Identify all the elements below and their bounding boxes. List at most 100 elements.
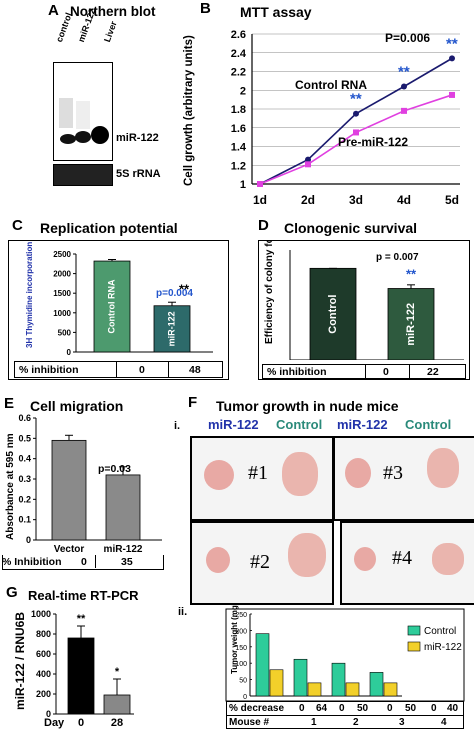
chartE-bar — [51, 439, 87, 541]
chart-f-ytick: 250 — [235, 612, 247, 619]
chartC-ytick: 2000 — [53, 270, 71, 279]
table-c-divider2 — [168, 362, 169, 377]
f-col-ctrl-2: Control — [405, 417, 452, 432]
chart-g-sig1: ** — [77, 613, 86, 625]
f-col-mir-2: miR-122 — [337, 417, 388, 432]
chart-f-bar — [307, 682, 322, 697]
chart-d-plot: Control miR-122 ** — [289, 250, 464, 360]
table-e-divider — [95, 555, 96, 568]
chart-f-ytick: 200 — [235, 628, 247, 635]
f-mouse-4: 4 — [441, 717, 447, 728]
chart-b-pvalue: P=0.006 — [385, 31, 430, 45]
chart-d-pvalue: p = 0.007 — [376, 252, 419, 263]
f-mouse-3: 3 — [399, 717, 405, 728]
chartC-bar — [153, 305, 191, 353]
chart-b-ytick: 2.4 — [231, 48, 247, 60]
tumor-mir-2 — [206, 547, 230, 573]
tumor-mir-4 — [354, 547, 376, 571]
chart-b-ytick: 1.4 — [231, 142, 247, 154]
chartG-bar — [67, 637, 95, 715]
table-d-label: % inhibition — [267, 366, 327, 378]
chart-f-bar — [369, 672, 384, 697]
chartG-ytick: 600 — [36, 649, 51, 659]
chart-f-bar — [383, 682, 398, 697]
panel-a-title: Northern blot — [70, 4, 156, 19]
tumor-ctrl-3 — [427, 448, 459, 488]
f-col-ctrl-1: Control — [276, 417, 323, 432]
chart-g-sig2: * — [115, 666, 120, 678]
chart-b-point — [401, 107, 407, 114]
table-c-label: % inhibition — [19, 364, 79, 376]
chart-f-legend-swatch — [407, 625, 421, 636]
chartE-ytick: 0.1 — [18, 515, 31, 525]
chartG-ytick: 400 — [36, 669, 51, 679]
chartG-ytick: 200 — [36, 689, 51, 699]
table-e-label: % Inhibition — [2, 556, 62, 568]
table-c: % inhibition 0 48 — [14, 361, 223, 378]
mouse-photo-4: #4 — [340, 521, 474, 605]
chart-f-ytick: 0 — [243, 694, 247, 701]
chart-f-ylabel: Tumor weight (mg) — [230, 604, 239, 674]
chart-d-sig: ** — [406, 267, 417, 282]
panel-d-frame — [258, 240, 470, 380]
band-mir122-label: miR-122 — [116, 132, 159, 144]
chart-b-plot: 1 1.2 1.4 1.6 1.8 2 2.2 2.4 2.6 1d 2d 3d 4d 5d ** ** ** — [231, 29, 460, 207]
chart-c-pvalue: p=0.004 — [156, 288, 193, 299]
mouse-label-3: #3 — [383, 462, 403, 484]
chart-c: 0 500 1000 1500 2000 2500 Control RNA miR-122 **… — [25, 240, 213, 357]
chart-b: 11.21.41.61.822.22.42.61d 2d 3d 4d 5d****** … — [183, 29, 460, 207]
chart-b-ytick: 2.2 — [231, 67, 246, 79]
chartC-ytick: 500 — [58, 328, 72, 337]
band-5s-label: 5S rRNA — [116, 168, 161, 180]
panel-f-title: Tumor growth in nude mice — [216, 398, 399, 414]
f-dec-5: 50 — [405, 703, 417, 714]
chart-e: 0 0.1 0.2 0.3 0.4 0.5 0.6 Vector miR-122 Absorba… — [5, 413, 162, 555]
chart-b-point — [353, 110, 359, 117]
f-dec-6: 0 — [431, 703, 437, 714]
table-d-val1: 22 — [427, 366, 439, 378]
table-f-row1-label: % decrease — [229, 703, 285, 714]
table-d: % inhibition 0 22 — [262, 364, 466, 379]
table-c-val0: 0 — [139, 364, 145, 376]
chart-b-xtick: 1d — [253, 193, 267, 207]
chart-b-ctrl-label: Control RNA — [295, 78, 367, 92]
panel-f-sub-ii: ii. — [178, 606, 188, 618]
chartG-ytick: 800 — [36, 629, 51, 639]
chart-c-plot: 0 500 1000 1500 2000 2500 Control RNA miR-122 ** — [53, 250, 213, 357]
chart-b-xtick: 2d — [301, 193, 315, 207]
panel-c-title: Replication potential — [40, 220, 178, 236]
chartC-ytick: 0 — [67, 348, 72, 357]
blot-bands — [59, 98, 109, 144]
table-e-val0: 0 — [81, 556, 87, 568]
f-mouse-2: 2 — [353, 717, 359, 728]
chart-d-ylabel: Efficiency of colony formation — [264, 240, 275, 344]
chart-b-ylabel: Cell growth (arbitrary units) — [183, 35, 195, 186]
chart-b-xtick: 4d — [397, 193, 411, 207]
table-c-divider — [116, 362, 117, 377]
chartC-bar — [93, 260, 131, 353]
f-dec-2: 0 — [339, 703, 345, 714]
chart-b-ytick: 1.8 — [231, 104, 246, 116]
chart-f-ytick: 100 — [235, 661, 247, 668]
lane-labels: control miR-122 Liver — [54, 7, 178, 63]
f-dec-4: 0 — [387, 703, 393, 714]
chart-b-xtick: 3d — [349, 193, 363, 207]
panel-e-letter: E — [4, 395, 15, 412]
f-dec-0: 0 — [299, 703, 305, 714]
f-dec-3: 50 — [357, 703, 369, 714]
chartE-ytick: 0.2 — [18, 494, 31, 504]
f-dec-7: 40 — [447, 703, 459, 714]
chart-e-pvalue: p=0.03 — [98, 463, 131, 475]
mouse-label-2: #2 — [250, 551, 270, 573]
chart-b-point — [353, 129, 359, 136]
table-f: % decrease Mouse # 0 64 0 50 0 50 0 40 1… — [226, 701, 464, 729]
chart-b-point — [257, 181, 263, 187]
panel-f-letter: F — [188, 394, 198, 411]
chart-b-point — [305, 156, 311, 163]
chart-g-xtick: 28 — [111, 717, 123, 729]
chart-f-ytick: 150 — [235, 645, 247, 652]
chartE-ytick: 0.6 — [18, 413, 31, 423]
tumor-ctrl-4 — [432, 543, 464, 575]
chartC-bar-label: miR-122 — [166, 311, 176, 346]
chart-f-legend-swatch — [407, 641, 421, 652]
